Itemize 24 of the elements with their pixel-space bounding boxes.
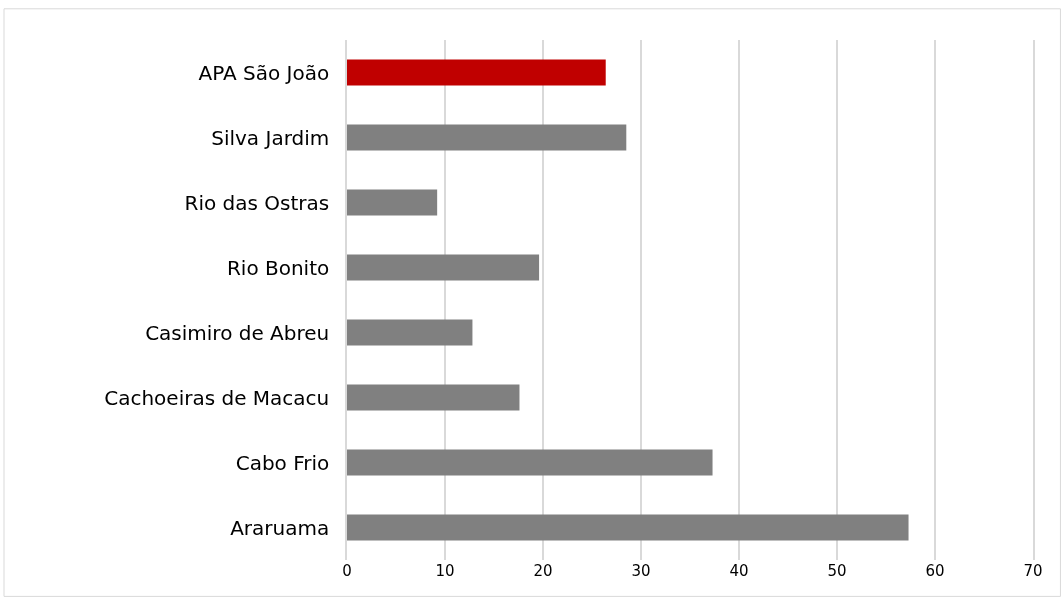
bar [347,254,540,281]
bar [347,59,606,86]
x-tick-label: 10 [435,562,455,580]
y-tick-label: Cabo Frio [235,450,330,475]
y-tick-label: Casimiro de Abreu [145,320,330,345]
y-tick-label: Rio Bonito [226,255,330,280]
x-tick-label: 20 [533,562,553,580]
y-tick-label: Araruama [230,515,330,540]
x-tick-label: 70 [1023,562,1043,580]
x-tick-label: 50 [827,562,847,580]
x-tick-label: 0 [342,562,352,580]
bar [347,514,909,541]
bar [347,319,473,346]
x-tick-label: 40 [729,562,749,580]
bar [347,384,520,411]
y-tick-label: APA São João [198,60,330,85]
y-tick-label: Cachoeiras de Macacu [104,385,330,410]
bar [347,449,713,476]
bar [347,124,627,151]
y-tick-label: Silva Jardim [211,125,330,150]
x-tick-label: 60 [925,562,945,580]
bar [347,189,438,216]
x-tick-label: 30 [631,562,651,580]
y-tick-label: Rio das Ostras [184,190,330,215]
